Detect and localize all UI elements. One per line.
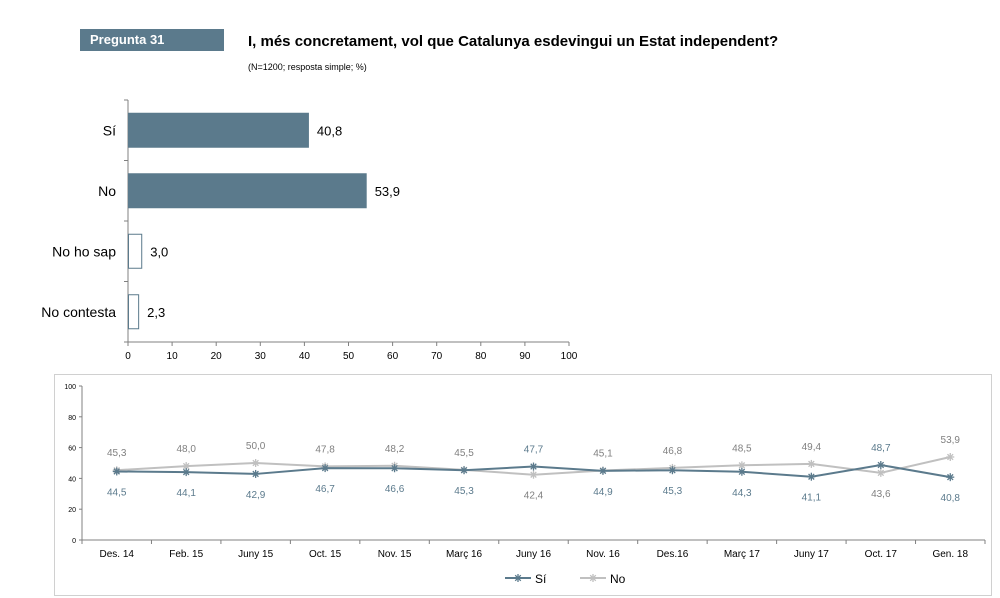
data-point-si [251,469,260,478]
question-badge: Pregunta 31 [80,29,224,51]
data-label-no: 53,9 [941,435,961,446]
category-label: No contesta [41,304,116,320]
bar [128,112,309,148]
category-label: Sí [103,122,116,138]
legend-label-si: Sí [535,572,547,586]
data-point-si [182,468,191,477]
line-x-tick-label: Nov. 16 [586,549,620,560]
data-point-si [737,467,746,476]
data-label-no: 42,4 [524,491,544,502]
data-point-si [668,466,677,475]
x-tick-label: 80 [475,351,487,362]
data-point-si [112,467,121,476]
data-label-no: 46,8 [663,446,683,457]
data-point-no [251,459,260,467]
data-point-no [529,470,538,479]
line-x-tick-label: Juny 15 [238,549,273,560]
legend-marker-no [589,574,597,582]
line-x-tick-label: Juny 16 [516,549,551,560]
data-point-si [876,461,885,470]
line-x-tick-label: Feb. 15 [169,549,203,560]
bar [128,294,140,330]
line-y-tick-label: 0 [72,538,76,545]
data-label-no: 45,3 [107,448,127,459]
data-point-si [598,466,607,475]
data-label-no: 48,2 [385,444,405,455]
line-x-tick-label: Oct. 15 [309,549,342,560]
line-x-tick-label: Nov. 15 [378,549,412,560]
data-point-si [321,464,330,473]
x-tick-label: 90 [519,351,531,362]
bar-value-label: 40,8 [317,123,342,138]
legend-label-no: No [610,572,626,586]
data-label-si: 48,7 [871,443,891,454]
data-label-si: 46,7 [315,484,335,495]
x-tick-label: 50 [343,351,355,362]
x-tick-label: 100 [561,351,578,362]
data-label-no: 50,0 [246,441,266,452]
bar-value-label: 53,9 [375,184,400,199]
data-label-no: 43,6 [871,489,891,500]
data-label-si: 40,8 [941,493,961,504]
category-label: No [98,183,116,199]
data-label-no: 47,8 [315,444,335,455]
data-label-si: 44,5 [107,487,127,498]
line-x-tick-label: Des.16 [657,549,689,560]
x-tick-label: 20 [211,351,223,362]
data-label-no: 45,1 [593,449,613,460]
data-label-si: 42,9 [246,490,266,501]
data-label-si: 45,3 [454,486,474,497]
data-label-no: 48,0 [176,444,196,455]
line-x-tick-label: Març 17 [724,549,761,560]
legend-marker-si [514,574,522,582]
data-label-si: 46,6 [385,484,405,495]
data-label-si: 47,7 [524,445,544,456]
line-y-tick-label: 80 [68,415,76,422]
x-tick-label: 10 [167,351,179,362]
x-tick-label: 40 [299,351,311,362]
data-label-si: 45,3 [663,486,683,497]
line-y-tick-label: 20 [68,507,76,514]
data-point-si [390,464,399,473]
data-label-si: 44,9 [593,487,613,498]
bar-value-label: 2,3 [147,305,165,320]
line-x-tick-label: Oct. 17 [865,549,898,560]
line-chart-frame [54,374,992,596]
data-label-si: 44,3 [732,488,752,499]
data-label-si: 44,1 [176,488,196,499]
x-tick-label: 30 [255,351,267,362]
line-x-tick-label: Març 16 [446,549,483,560]
data-label-no: 45,5 [454,448,474,459]
data-point-si [529,462,538,471]
bar [128,233,143,269]
data-point-si [460,466,469,475]
data-point-no [807,459,816,468]
chart-subtitle: (N=1200; resposta simple; %) [248,62,367,72]
bar-value-label: 3,0 [150,244,168,259]
data-label-no: 49,4 [802,442,822,453]
data-point-no [876,468,885,477]
data-label-si: 41,1 [802,493,822,504]
horizontal-bar-chart: Sí 40,8 No 53,9 No ho sap 3,0 No contesta 2,3 0 1… [41,99,578,362]
data-point-si [946,473,955,482]
line-x-tick-label: Gen. 18 [932,549,968,560]
data-point-si [807,472,816,481]
bar [128,173,367,209]
x-tick-label: 0 [125,351,131,362]
chart-title: I, més concretament, vol que Catalunya e… [248,33,779,50]
line-x-tick-label: Juny 17 [794,549,829,560]
x-tick-label: 70 [431,351,443,362]
category-label: No ho sap [52,243,116,259]
data-label-no: 48,5 [732,443,752,454]
line-x-tick-label: Des. 14 [99,549,134,560]
line-y-tick-label: 100 [64,384,76,391]
x-tick-label: 60 [387,351,399,362]
data-point-no [946,452,955,461]
line-y-tick-label: 60 [68,446,76,453]
line-y-tick-label: 40 [68,476,76,483]
